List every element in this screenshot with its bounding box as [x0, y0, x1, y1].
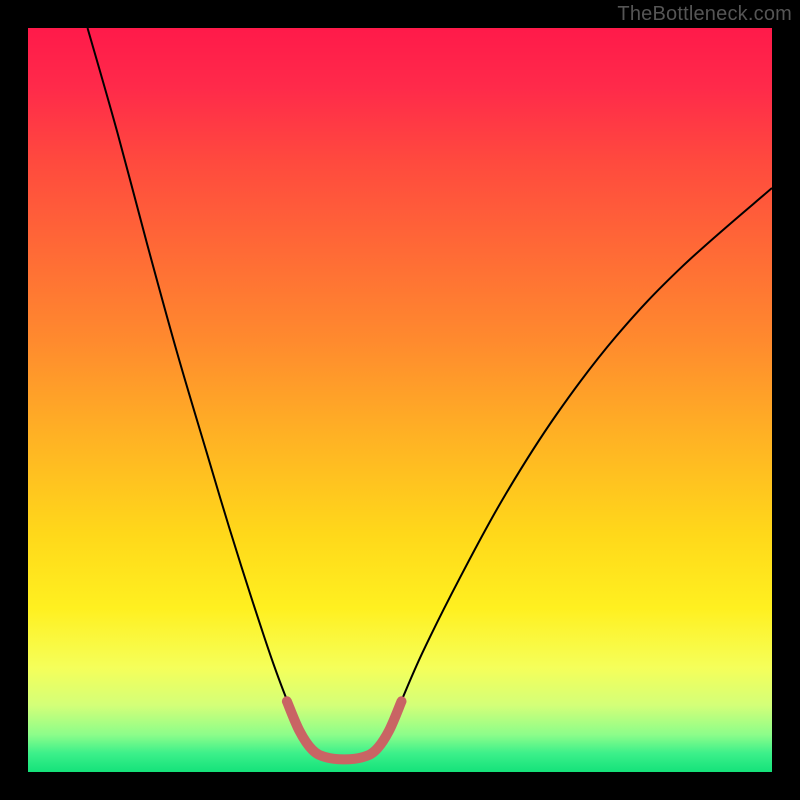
bottleneck-curve — [88, 28, 772, 761]
plot-area — [28, 28, 772, 772]
chart-stage: TheBottleneck.com — [0, 0, 800, 800]
watermark-text: TheBottleneck.com — [617, 3, 792, 26]
highlight-bottom — [287, 701, 402, 759]
curve-layer — [28, 28, 772, 772]
